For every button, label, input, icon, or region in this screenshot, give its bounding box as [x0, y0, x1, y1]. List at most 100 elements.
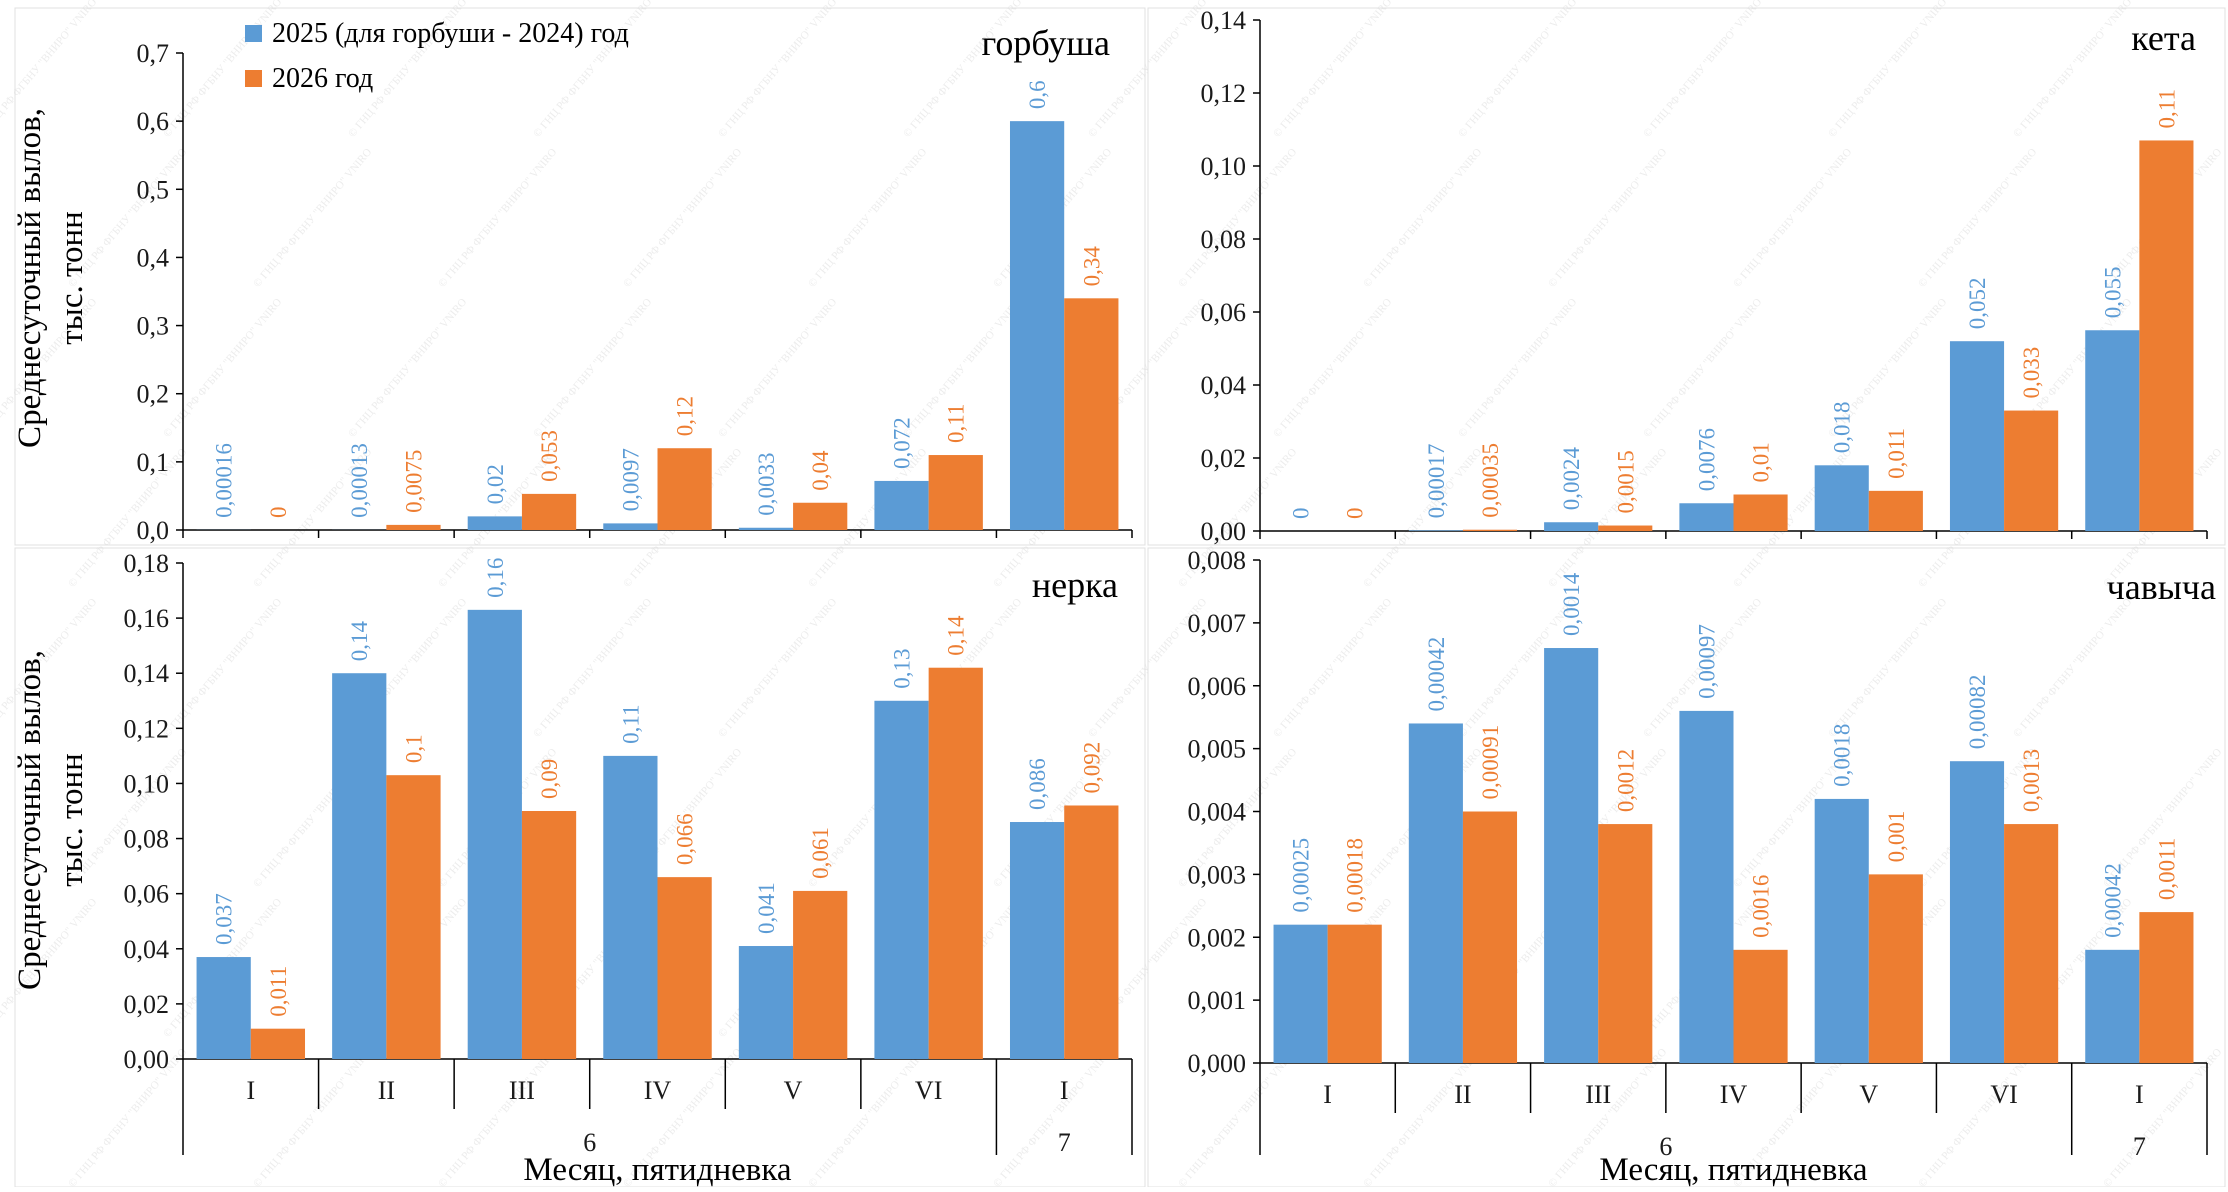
data-label-s1-c5: 0,018	[1830, 402, 1855, 454]
watermark: © ГНЦ РФ ФГБНУ "ВНИРО" VNIRO	[716, 0, 839, 140]
data-label-s2-c5: 0,011	[1884, 428, 1909, 479]
watermark: © ГНЦ РФ ФГБНУ "ВНИРО" VNIRO	[346, 296, 469, 440]
legend-swatch	[245, 70, 262, 87]
y-tick-label: 0,16	[124, 604, 170, 633]
category-label: I	[1060, 1076, 1069, 1105]
svg-text:© ГНЦ РФ ФГБНУ "ВНИРО" VNIRO: © ГНЦ РФ ФГБНУ "ВНИРО" VNIRO	[531, 296, 654, 440]
y-tick-label: 0,5	[137, 175, 170, 204]
watermark: © ГНЦ РФ ФГБНУ "ВНИРО" VNIRO	[1271, 0, 1394, 140]
watermark: © ГНЦ РФ ФГБНУ "ВНИРО" VNIRO	[991, 1046, 1114, 1187]
data-label-s2-c1: 0	[1343, 508, 1368, 520]
bar-s1-c4	[1679, 503, 1733, 531]
y-tick-label: 0,005	[1188, 735, 1247, 764]
watermark: © ГНЦ РФ ФГБНУ "ВНИРО" VNIRO	[1361, 446, 1484, 590]
svg-text:© ГНЦ РФ ФГБНУ "ВНИРО" VNIRO: © ГНЦ РФ ФГБНУ "ВНИРО" VNIRO	[1731, 146, 1854, 290]
data-label-s1-c1: 0	[1289, 508, 1314, 520]
bar-s2-c2	[386, 525, 440, 530]
bar-s2-c2	[386, 775, 440, 1059]
y-tick-label: 0,12	[124, 714, 170, 743]
data-label-s2-c3: 0,053	[537, 430, 562, 482]
watermark: © ГНЦ РФ ФГБНУ "ВНИРО" VNIRO	[1826, 596, 1949, 740]
watermark: © ГНЦ РФ ФГБНУ "ВНИРО" VNIRO	[1546, 146, 1669, 290]
bar-s2-c7	[2139, 140, 2193, 531]
data-label-s1-c3: 0,0014	[1559, 572, 1584, 636]
data-label-s2-c5: 0,001	[1884, 811, 1909, 863]
watermark: © ГНЦ РФ ФГБНУ "ВНИРО" VNIRO	[716, 596, 839, 740]
bar-s1-c3	[1544, 648, 1598, 1063]
bar-s1-c7	[1010, 822, 1064, 1059]
watermark: © ГНЦ РФ ФГБНУ "ВНИРО" VNIRO	[621, 146, 744, 290]
svg-text:© ГНЦ РФ ФГБНУ "ВНИРО" VNIRO: © ГНЦ РФ ФГБНУ "ВНИРО" VNIRO	[1361, 1046, 1484, 1187]
y-tick-label: 0,10	[124, 769, 170, 798]
bar-s2-c6	[2004, 411, 2058, 531]
svg-text:© ГНЦ РФ ФГБНУ "ВНИРО" VNIRO: © ГНЦ РФ ФГБНУ "ВНИРО" VNIRO	[1361, 146, 1484, 290]
data-label-s2-c7: 0,0011	[2154, 838, 2179, 900]
svg-text:© ГНЦ РФ ФГБНУ "ВНИРО" VNIRO: © ГНЦ РФ ФГБНУ "ВНИРО" VNIRO	[2011, 0, 2134, 140]
data-label-s1-c1: 0,00016	[212, 443, 237, 518]
bar-s1-c7	[2085, 330, 2139, 531]
y-tick-label: 0,003	[1188, 860, 1247, 889]
y-tick-label: 0,6	[137, 107, 170, 136]
data-label-s1-c6: 0,13	[890, 649, 915, 689]
svg-text:© ГНЦ РФ ФГБНУ "ВНИРО" VNIRO: © ГНЦ РФ ФГБНУ "ВНИРО" VNIRO	[1916, 1046, 2039, 1187]
y-tick-label: 0,2	[137, 380, 170, 409]
y-tick-label: 0,18	[124, 549, 170, 578]
bar-s1-c5	[739, 528, 793, 530]
watermark: © ГНЦ РФ ФГБНУ "ВНИРО" VNIRO	[251, 1046, 374, 1187]
watermark: © ГНЦ РФ ФГБНУ "ВНИРО" VNIRO	[1361, 1046, 1484, 1187]
watermark: © ГНЦ РФ ФГБНУ "ВНИРО" VNIRO	[251, 146, 374, 290]
svg-text:© ГНЦ РФ ФГБНУ "ВНИРО" VNIRO: © ГНЦ РФ ФГБНУ "ВНИРО" VNIRO	[1456, 0, 1579, 140]
svg-text:© ГНЦ РФ ФГБНУ "ВНИРО" VNIRO: © ГНЦ РФ ФГБНУ "ВНИРО" VNIRO	[806, 1046, 929, 1187]
data-label-s2-c3: 0,09	[537, 759, 562, 799]
category-label: IV	[1720, 1080, 1748, 1109]
watermark: © ГНЦ РФ ФГБНУ "ВНИРО" VNIRO	[1916, 1046, 2039, 1187]
bar-s2-c4	[1734, 950, 1788, 1063]
data-label-s2-c6: 0,033	[2019, 347, 2044, 399]
chart-panel-4: 0,0000,0010,0020,0030,0040,0050,0060,007…	[1188, 546, 2217, 1187]
watermark: © ГНЦ РФ ФГБНУ "ВНИРО" VNIRO	[1826, 0, 1949, 140]
svg-text:© ГНЦ РФ ФГБНУ "ВНИРО" VNIRO: © ГНЦ РФ ФГБНУ "ВНИРО" VNIRO	[621, 146, 744, 290]
data-label-s2-c1: 0,00018	[1343, 838, 1368, 913]
watermark: © ГНЦ РФ ФГБНУ "ВНИРО" VNIRO	[1271, 296, 1394, 440]
watermark: © ГНЦ РФ ФГБНУ "ВНИРО" VNIRO	[436, 146, 559, 290]
watermark: © ГНЦ РФ ФГБНУ "ВНИРО" VNIRO	[1916, 146, 2039, 290]
data-label-s1-c7: 0,086	[1025, 758, 1050, 810]
y-tick-label: 0,3	[137, 312, 170, 341]
data-label-s2-c4: 0,12	[673, 396, 698, 436]
data-label-s2-c6: 0,14	[944, 615, 969, 656]
data-label-s2-c1: 0,011	[266, 966, 291, 1017]
bar-s2-c5	[1869, 874, 1923, 1063]
svg-text:© ГНЦ РФ ФГБНУ "ВНИРО" VNIRO: © ГНЦ РФ ФГБНУ "ВНИРО" VNIRO	[1641, 0, 1764, 140]
data-label-s1-c5: 0,041	[754, 882, 779, 934]
y-tick-label: 0,04	[124, 935, 170, 964]
data-label-s2-c4: 0,0016	[1749, 875, 1774, 938]
category-label: II	[378, 1076, 395, 1105]
panel-title: кета	[2131, 18, 2196, 58]
bar-s1-c5	[739, 946, 793, 1059]
data-label-s2-c3: 0,0015	[1613, 450, 1638, 513]
bar-s2-c6	[929, 455, 983, 530]
bar-s1-c3	[468, 610, 522, 1059]
bar-s1-c5	[1815, 799, 1869, 1063]
y-tick-label: 0,0	[137, 516, 170, 545]
svg-text:© ГНЦ РФ ФГБНУ "ВНИРО" VNIRO: © ГНЦ РФ ФГБНУ "ВНИРО" VNIRO	[806, 146, 929, 290]
y-tick-label: 0,001	[1188, 986, 1247, 1015]
data-label-s2-c5: 0,04	[808, 450, 833, 491]
y-tick-label: 0,004	[1188, 798, 1247, 827]
data-label-s1-c4: 0,0097	[618, 448, 643, 511]
data-label-s2-c7: 0,11	[2154, 89, 2179, 128]
panel-title: чавыча	[2107, 567, 2216, 607]
watermark: © ГНЦ РФ ФГБНУ "ВНИРО" VNIRO	[531, 296, 654, 440]
svg-text:© ГНЦ РФ ФГБНУ "ВНИРО" VNIRO: © ГНЦ РФ ФГБНУ "ВНИРО" VNIRO	[1546, 146, 1669, 290]
bar-s2-c3	[1598, 526, 1652, 531]
svg-text:© ГНЦ РФ ФГБНУ "ВНИРО" VNIRO: © ГНЦ РФ ФГБНУ "ВНИРО" VNIRO	[2101, 1046, 2224, 1187]
data-label-s2-c7: 0,092	[1079, 742, 1104, 794]
bar-s1-c7	[1010, 121, 1064, 530]
bar-s2-c5	[793, 891, 847, 1059]
category-label: V	[784, 1076, 803, 1105]
bar-s1-c6	[874, 481, 928, 530]
svg-text:© ГНЦ РФ ФГБНУ "ВНИРО" VNIRO: © ГНЦ РФ ФГБНУ "ВНИРО" VNIRO	[716, 296, 839, 440]
